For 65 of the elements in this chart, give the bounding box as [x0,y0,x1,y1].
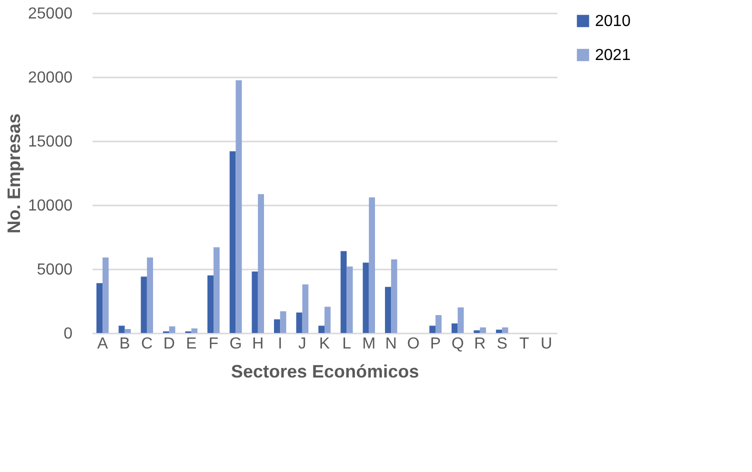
y-tick-label: 15000 [28,134,73,150]
x-tick-label: R [474,336,486,352]
x-tick-label: O [407,336,420,352]
y-tick-label: 10000 [28,198,73,214]
bar [252,272,258,333]
x-tick-label: T [519,336,530,352]
y-tick-label: 5000 [36,262,73,278]
x-tick-label: G [229,336,242,352]
bar [452,323,458,333]
bar [458,307,464,333]
x-tick-label: F [208,336,219,352]
x-tick-label: L [342,336,352,352]
bar [102,257,109,333]
x-tick-label: E [186,336,197,352]
x-tick-label: M [362,336,376,352]
legend-label: 2010 [595,13,631,30]
x-tick-label: D [163,336,175,352]
bar [435,315,442,333]
x-tick-label: C [141,336,153,352]
bar [346,266,353,333]
bar [502,327,508,333]
x-tick-label: K [319,336,330,352]
y-tick-label: 20000 [28,70,73,86]
bar [140,276,147,333]
bar [118,326,125,333]
x-tick-label: H [252,336,264,352]
legend-label: 2021 [595,47,631,64]
x-tick-label: I [278,336,282,352]
x-tick-label: J [298,336,306,352]
bar [191,328,198,333]
x-tick-label: Q [451,336,464,352]
x-tick-label: B [119,336,130,352]
bar [96,283,103,333]
bar [169,326,176,333]
bar [280,311,286,333]
bar [368,197,375,333]
y-axis-title: No. Empresas [4,113,24,234]
x-tick-label: N [385,336,397,352]
x-tick-label: A [97,336,108,352]
bar [207,275,214,333]
y-tick-label: 0 [64,326,73,342]
bar [340,251,347,333]
bar [302,284,308,333]
bar [296,312,302,333]
y-tick-label: 25000 [28,6,73,22]
bar [214,247,220,333]
bar [230,151,236,333]
bar [324,306,331,333]
bar [384,286,392,333]
bar [236,80,242,333]
bar [496,330,502,333]
bar [362,262,369,333]
bar [391,259,398,333]
bar [318,326,324,333]
x-tick-label: S [496,336,508,352]
bar [429,326,436,333]
bar [146,257,154,333]
bar [474,330,480,333]
x-axis-title: Sectores Económicos [230,362,420,382]
bar [480,327,486,333]
x-tick-label: P [430,336,441,352]
bar [258,194,264,333]
bar [274,319,280,333]
x-tick-label: U [540,336,552,352]
bar [124,329,131,333]
